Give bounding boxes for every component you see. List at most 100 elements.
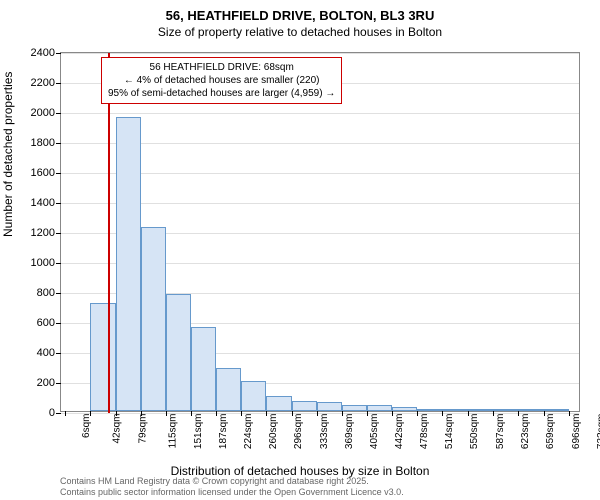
ytick-label: 1200 <box>15 227 55 239</box>
xtick-label: 478sqm <box>419 414 430 450</box>
gridline <box>61 53 579 54</box>
histogram-bar <box>90 303 116 411</box>
xtick-label: 550sqm <box>469 414 480 450</box>
histogram-bar <box>392 407 417 411</box>
histogram-bar <box>544 409 569 411</box>
histogram-bar <box>342 405 368 411</box>
ytick-label: 1800 <box>15 137 55 149</box>
footer-line-1: Contains HM Land Registry data © Crown c… <box>60 476 404 487</box>
xtick-mark <box>266 411 267 416</box>
gridline <box>61 113 579 114</box>
xtick-mark <box>342 411 343 416</box>
xtick-label: 659sqm <box>545 414 556 450</box>
xtick-mark <box>65 411 66 416</box>
chart-title: 56, HEATHFIELD DRIVE, BOLTON, BL3 3RU <box>0 8 600 23</box>
xtick-label: 296sqm <box>293 414 304 450</box>
xtick-mark <box>241 411 242 416</box>
ytick-mark <box>56 233 61 234</box>
xtick-label: 333sqm <box>319 414 330 450</box>
histogram-bar <box>166 294 191 411</box>
xtick-mark <box>317 411 318 416</box>
xtick-label: 442sqm <box>395 414 406 450</box>
xtick-mark <box>116 411 117 416</box>
ytick-mark <box>56 143 61 144</box>
xtick-mark <box>367 411 368 416</box>
ytick-mark <box>56 53 61 54</box>
ytick-mark <box>56 293 61 294</box>
xtick-label: 696sqm <box>571 414 582 450</box>
ytick-label: 200 <box>15 377 55 389</box>
ytick-mark <box>56 113 61 114</box>
ytick-mark <box>56 323 61 324</box>
xtick-mark <box>216 411 217 416</box>
xtick-mark <box>292 411 293 416</box>
plot-area: 0200400600800100012001400160018002000220… <box>60 52 580 412</box>
xtick-mark <box>518 411 519 416</box>
xtick-mark <box>141 411 142 416</box>
xtick-mark <box>90 411 91 416</box>
histogram-bar <box>216 368 241 412</box>
histogram-bar <box>116 117 141 411</box>
xtick-mark <box>417 411 418 416</box>
xtick-mark <box>569 411 570 416</box>
xtick-label: 732sqm <box>596 414 600 450</box>
ytick-mark <box>56 353 61 354</box>
ytick-label: 800 <box>15 287 55 299</box>
ytick-label: 600 <box>15 317 55 329</box>
xtick-label: 514sqm <box>444 414 455 450</box>
ytick-label: 0 <box>15 407 55 419</box>
histogram-bar <box>367 405 392 411</box>
histogram-bar <box>493 409 518 411</box>
annotation-line-2: ← 4% of detached houses are smaller (220… <box>108 74 335 87</box>
annotation-line-3: 95% of semi-detached houses are larger (… <box>108 87 335 100</box>
ytick-label: 2000 <box>15 107 55 119</box>
xtick-label: 369sqm <box>344 414 355 450</box>
ytick-label: 1000 <box>15 257 55 269</box>
histogram-bar <box>468 409 493 411</box>
xtick-label: 42sqm <box>112 414 123 444</box>
xtick-label: 260sqm <box>268 414 279 450</box>
histogram-bar <box>141 227 166 412</box>
ytick-label: 400 <box>15 347 55 359</box>
annotation-box: 56 HEATHFIELD DRIVE: 68sqm← 4% of detach… <box>101 57 342 104</box>
footer-line-2: Contains public sector information licen… <box>60 487 404 498</box>
histogram-bar <box>518 409 544 411</box>
ytick-mark <box>56 173 61 174</box>
chart-container: 56, HEATHFIELD DRIVE, BOLTON, BL3 3RU Si… <box>0 0 600 500</box>
xtick-mark <box>544 411 545 416</box>
histogram-bar <box>191 327 217 411</box>
xtick-label: 623sqm <box>520 414 531 450</box>
ytick-mark <box>56 263 61 264</box>
xtick-label: 6sqm <box>81 414 92 438</box>
xtick-label: 224sqm <box>243 414 254 450</box>
histogram-bar <box>442 409 468 411</box>
ytick-mark <box>56 383 61 384</box>
xtick-mark <box>493 411 494 416</box>
title-area: 56, HEATHFIELD DRIVE, BOLTON, BL3 3RU Si… <box>0 0 600 39</box>
histogram-bar <box>417 409 442 411</box>
xtick-label: 115sqm <box>167 414 178 449</box>
histogram-bar <box>241 381 266 411</box>
xtick-mark <box>166 411 167 416</box>
ytick-mark <box>56 413 61 414</box>
property-marker-line <box>108 53 110 413</box>
ytick-label: 2200 <box>15 77 55 89</box>
ytick-mark <box>56 203 61 204</box>
xtick-label: 587sqm <box>495 414 506 450</box>
histogram-bar <box>266 396 292 411</box>
xtick-label: 79sqm <box>137 414 148 444</box>
xtick-label: 151sqm <box>193 414 204 450</box>
ytick-label: 1400 <box>15 197 55 209</box>
ytick-label: 2400 <box>15 47 55 59</box>
xtick-mark <box>191 411 192 416</box>
histogram-bar <box>292 401 317 412</box>
xtick-label: 405sqm <box>369 414 380 450</box>
ytick-mark <box>56 83 61 84</box>
xtick-label: 187sqm <box>218 414 229 450</box>
chart-subtitle: Size of property relative to detached ho… <box>0 25 600 39</box>
xtick-mark <box>442 411 443 416</box>
y-axis-label: Number of detached properties <box>1 72 15 237</box>
chart-area: 0200400600800100012001400160018002000220… <box>60 52 580 412</box>
attribution-footer: Contains HM Land Registry data © Crown c… <box>60 476 404 498</box>
xtick-mark <box>392 411 393 416</box>
